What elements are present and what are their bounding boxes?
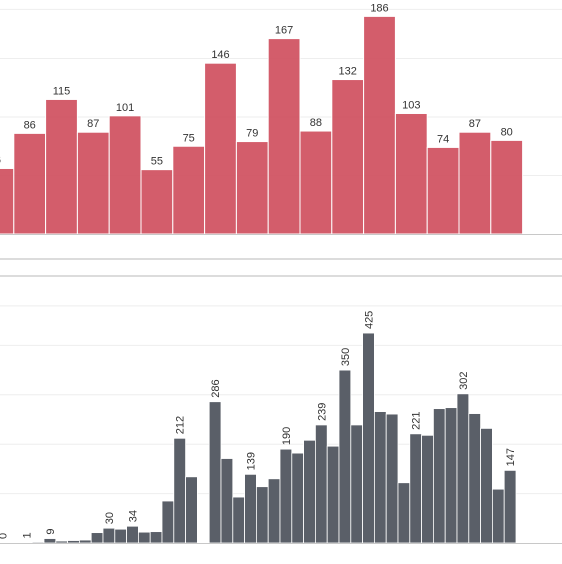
bar xyxy=(204,62,237,235)
bar xyxy=(137,531,151,544)
bar xyxy=(338,369,352,544)
bar xyxy=(491,488,505,544)
data-label: 80 xyxy=(501,126,513,138)
bar xyxy=(432,408,446,544)
bar xyxy=(0,167,15,235)
data-label: 147 xyxy=(505,448,517,466)
data-label: 101 xyxy=(116,102,134,114)
data-label: 146 xyxy=(211,49,229,61)
bar xyxy=(363,15,396,235)
bar xyxy=(161,500,175,544)
bar xyxy=(314,424,328,544)
data-label: 186 xyxy=(370,2,388,14)
data-label: 221 xyxy=(411,411,423,429)
data-label: 30 xyxy=(104,512,116,524)
data-label: 425 xyxy=(364,311,376,329)
bar xyxy=(409,433,422,544)
bar xyxy=(31,541,45,544)
bar xyxy=(373,411,387,544)
bar xyxy=(235,141,269,235)
data-label: 55 xyxy=(151,156,163,168)
data-label: 79 xyxy=(246,128,258,140)
data-label: 87 xyxy=(469,118,481,130)
bar xyxy=(458,131,492,235)
data-label: 302 xyxy=(458,371,470,389)
top-bar-chart: 6 86 115 87 101 55 75 146 79 167 88 132 186 103 74 87 80 xyxy=(0,2,562,235)
bar xyxy=(503,469,517,544)
data-label: 239 xyxy=(316,403,328,421)
data-label: 115 xyxy=(53,85,71,97)
data-label: 74 xyxy=(437,133,449,145)
data-label: 139 xyxy=(246,452,258,470)
bar xyxy=(140,169,174,235)
bar xyxy=(468,413,481,544)
bar xyxy=(331,79,365,235)
bar xyxy=(76,131,110,235)
bar xyxy=(267,38,301,235)
bar xyxy=(208,401,222,544)
bar xyxy=(185,476,198,544)
bottom-bar-chart: 0 1 9 30 34 212 286 139 190 239 350 425 221 302 147 xyxy=(0,305,562,544)
data-label: 0 xyxy=(0,533,10,539)
data-label: 350 xyxy=(340,348,352,366)
bar xyxy=(480,427,493,544)
bar xyxy=(490,139,524,235)
bar xyxy=(173,437,187,544)
bar xyxy=(13,132,47,235)
bar xyxy=(220,458,234,544)
data-label: 190 xyxy=(281,427,293,445)
bar xyxy=(55,540,68,544)
bar xyxy=(444,407,458,544)
bar xyxy=(43,538,57,544)
bar xyxy=(291,452,304,544)
bar xyxy=(279,448,293,544)
bar xyxy=(350,424,363,544)
bar xyxy=(108,115,142,235)
bar xyxy=(255,486,269,544)
bar xyxy=(362,332,375,544)
data-label: 88 xyxy=(310,117,322,129)
bar xyxy=(421,434,434,544)
bar xyxy=(114,528,128,544)
data-label: 86 xyxy=(24,119,36,131)
bar xyxy=(244,473,257,544)
bar xyxy=(45,98,78,235)
data-label: 6 xyxy=(0,154,1,166)
data-label: 9 xyxy=(45,528,57,534)
data-label: 87 xyxy=(87,118,99,130)
bar xyxy=(90,532,104,544)
data-label: 286 xyxy=(210,379,222,397)
data-label: 34 xyxy=(128,510,140,522)
bar xyxy=(67,540,80,544)
data-label: 167 xyxy=(275,25,293,37)
data-label: 212 xyxy=(175,416,187,434)
data-label: 75 xyxy=(183,132,195,144)
bar xyxy=(303,439,316,544)
data-label: 1 xyxy=(21,532,33,538)
bar xyxy=(172,145,206,235)
bar xyxy=(394,112,428,235)
bar xyxy=(426,146,460,235)
bar xyxy=(126,525,139,544)
bar xyxy=(397,482,411,544)
bar xyxy=(232,496,246,544)
bar xyxy=(149,531,163,544)
data-label: 103 xyxy=(402,99,420,111)
bar xyxy=(267,478,281,544)
data-label: 132 xyxy=(339,66,357,78)
bar xyxy=(326,445,340,544)
bar xyxy=(299,130,333,235)
bar xyxy=(102,527,116,544)
bar xyxy=(79,539,92,544)
bar xyxy=(456,393,470,544)
bar xyxy=(385,413,399,544)
